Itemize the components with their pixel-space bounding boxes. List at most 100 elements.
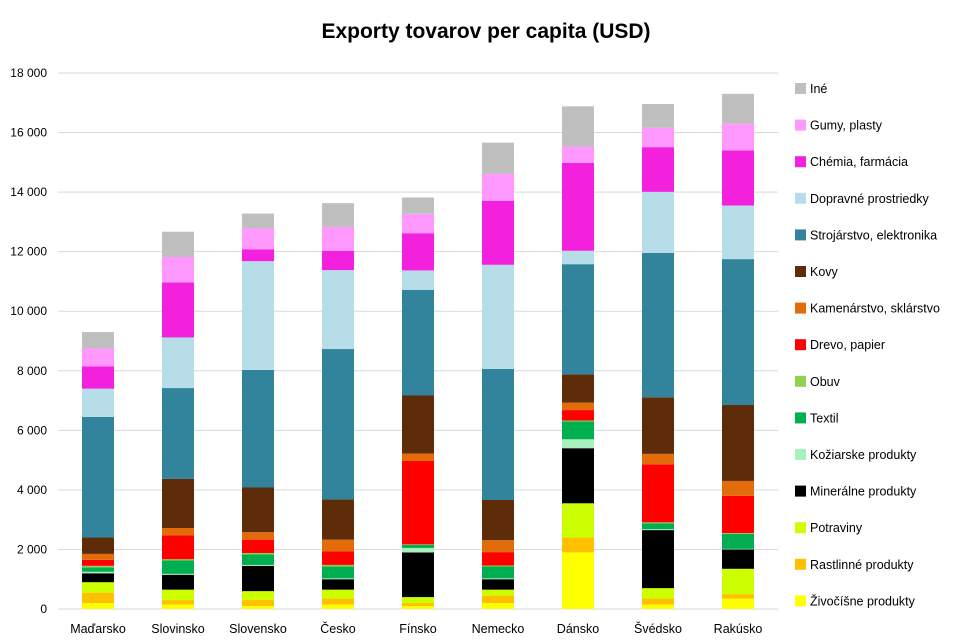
bar-segment-13-7 [562, 162, 594, 251]
y-tick-label: 8 000 [17, 364, 47, 378]
bar-segment-3-5 [402, 597, 434, 604]
bar-segment-9-4 [322, 539, 354, 552]
legend: Iné Gumy, plasty Chémia, farmácia Dopravné … [795, 82, 940, 608]
bar-segment-10-5 [402, 395, 434, 454]
bar-segment-1-6 [482, 603, 514, 609]
y-tick-label: 6 000 [17, 423, 47, 437]
bar-segment-10-8 [642, 397, 674, 454]
bar-segment-11-8 [642, 252, 674, 398]
bar-segment-14-5 [402, 213, 434, 234]
bar-segment-12-9 [722, 205, 754, 260]
bar-segment-12-4 [322, 270, 354, 350]
legend-swatch [795, 595, 806, 607]
bar-segment-13-6 [482, 200, 514, 265]
y-tick-label: 0 [40, 602, 47, 616]
bar-segment-15-9 [722, 93, 754, 124]
bar-segment-7-2 [162, 559, 194, 561]
bar-segment-13-8 [642, 147, 674, 192]
bar-segment-12-5 [402, 270, 434, 290]
bar-segment-13-2 [162, 282, 194, 338]
bar-segment-14-3 [242, 228, 274, 250]
legend-item: Kamenárstvo, sklárstvo [795, 302, 940, 316]
bar-segment-14-4 [322, 226, 354, 251]
bar-segment-12-1 [82, 388, 114, 417]
legend-item: Potraviny [795, 521, 863, 535]
bar-segment-5-8 [642, 529, 674, 531]
bar-segment-11-3 [242, 369, 274, 488]
bar-segment-8-5 [402, 461, 434, 545]
legend-label: Kovy [810, 265, 839, 279]
bar-segment-8-7 [562, 410, 594, 421]
chart-title: Exporty tovarov per capita (USD) [321, 20, 650, 43]
legend-item: Chémia, farmácia [795, 155, 908, 169]
bar-segment-1-9 [722, 598, 754, 609]
legend-label: Obuv [810, 375, 841, 389]
legend-swatch [795, 485, 806, 497]
legend-label: Strojárstvo, elektronika [810, 228, 937, 242]
x-category-label: Česko [320, 621, 355, 636]
x-category-label: Rakúsko [714, 622, 763, 636]
x-category-label: Švédsko [634, 621, 682, 636]
bar-segment-2-7 [562, 537, 594, 553]
legend-swatch [795, 412, 806, 424]
y-tick-label: 4 000 [17, 483, 47, 497]
bar-segment-5-6 [482, 578, 514, 580]
bar-segment-9-1 [82, 553, 114, 560]
bar-segment-14-1 [82, 348, 114, 367]
bar-segment-3-7 [562, 503, 594, 538]
legend-item: Gumy, plasty [795, 119, 883, 133]
legend-label: Rastlinné produkty [810, 558, 914, 572]
legend-label: Drevo, papier [810, 338, 885, 352]
bar-segment-8-9 [722, 495, 754, 534]
y-tick-label: 16 000 [10, 126, 47, 140]
bar-segment-13-3 [242, 249, 274, 262]
legend-item: Iné [795, 82, 827, 96]
legend-swatch [795, 229, 806, 241]
bar-segment-6-6 [482, 566, 514, 579]
legend-item: Kovy [795, 265, 839, 279]
bar-segment-6-3 [242, 554, 274, 565]
bar-segment-10-3 [242, 487, 274, 533]
legend-label: Minerálne produkty [810, 485, 917, 499]
bar-segment-5-5 [402, 547, 434, 553]
bar-segment-1-5 [402, 606, 434, 609]
bar-segment-13-4 [322, 250, 354, 271]
bar-segment-15-3 [242, 213, 274, 229]
bar-segment-15-7 [562, 106, 594, 147]
legend-swatch [795, 522, 806, 534]
x-category-label: Maďarsko [70, 622, 126, 636]
legend-swatch [795, 266, 806, 277]
bar-segment-8-2 [162, 535, 194, 560]
bar-segment-9-3 [242, 532, 274, 540]
bar-segment-2-2 [162, 600, 194, 605]
bar-segment-5-3 [242, 564, 274, 566]
legend-swatch [795, 156, 806, 168]
bar-segment-14-6 [482, 173, 514, 201]
legend-label: Iné [810, 82, 827, 96]
legend-item: Obuv [795, 375, 841, 389]
bar-segment-2-3 [242, 600, 274, 607]
bar-segment-2-9 [722, 594, 754, 599]
bar-segment-10-1 [82, 537, 114, 554]
bar-segment-1-2 [162, 604, 194, 609]
bar-segment-10-2 [162, 478, 194, 529]
bar-segment-5-4 [322, 578, 354, 580]
bar-segment-15-6 [482, 142, 514, 174]
bars [82, 93, 754, 609]
bar-segment-8-8 [642, 464, 674, 523]
bar-segment-5-9 [722, 548, 754, 550]
y-axis-tick-labels: 0 2 000 4 000 6 000 8 000 10 000 12 000 14 000 1… [10, 66, 47, 616]
legend-item: Textil [795, 411, 838, 425]
bar-segment-9-9 [722, 480, 754, 496]
bar-segment-1-1 [82, 603, 114, 609]
bar-segment-14-2 [162, 257, 194, 283]
bar-segment-15-4 [322, 203, 354, 227]
bar-segment-12-2 [162, 337, 194, 389]
legend-swatch [795, 302, 806, 314]
bar-segment-7-4 [322, 564, 354, 567]
legend-label: Kamenárstvo, sklárstvo [810, 302, 940, 316]
bar-segment-6-5 [402, 544, 434, 548]
x-category-label: Nemecko [472, 622, 525, 636]
bar-segment-9-6 [482, 540, 514, 553]
legend-item: Minerálne produkty [795, 485, 917, 499]
